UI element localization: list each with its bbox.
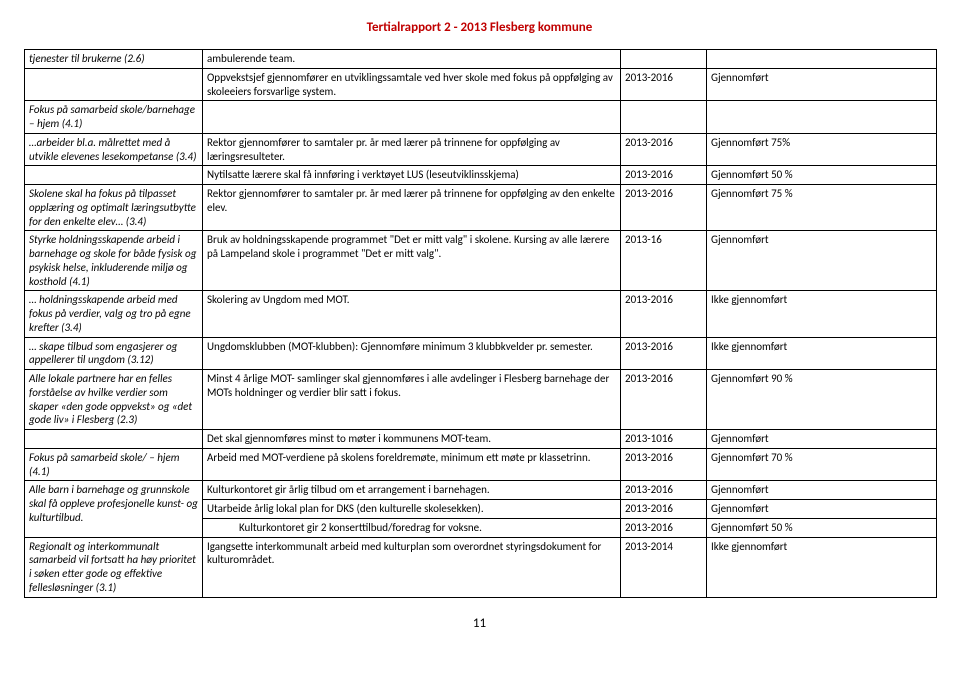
measure-cell: Fokus på samarbeid skole/ – hjem (4.1) [25,448,203,481]
table-row: Det skal gjennomføres minst to møter i k… [25,430,937,449]
description-cell: Utarbeide årlig lokal plan for DKS (den … [203,500,621,519]
status-cell [707,101,937,134]
page-number: 11 [24,616,935,631]
report-header: Tertialrapport 2 - 2013 Flesberg kommune [24,20,935,35]
period-cell: 2013-2016 [621,133,707,166]
description-cell: Skolering av Ungdom med MOT. [203,291,621,337]
description-cell: Kulturkontoret gir årlig tilbud om et ar… [203,481,621,500]
description-cell: Nytilsatte lærere skal få innføring i ve… [203,166,621,185]
report-table: tjenester til brukerne (2.6)ambulerende … [24,49,937,598]
description-cell: Bruk av holdningsskapende programmet "De… [203,231,621,291]
table-row: Nytilsatte lærere skal få innføring i ve… [25,166,937,185]
table-row: … holdningsskapende arbeid med fokus på … [25,291,937,337]
page-container: Tertialrapport 2 - 2013 Flesberg kommune… [0,0,959,641]
period-cell: 2013-2016 [621,185,707,231]
status-cell: Gjennomført 75% [707,133,937,166]
period-cell: 2013-16 [621,231,707,291]
status-cell: Gjennomført 50 % [707,166,937,185]
description-cell: Arbeid med MOT-verdiene på skolens forel… [203,448,621,481]
table-row: Oppvekstsjef gjennomfører en utviklingss… [25,68,937,101]
description-cell [203,101,621,134]
status-cell: Gjennomført [707,231,937,291]
table-row: Regionalt og interkommunalt samarbeid vi… [25,537,937,597]
period-cell [621,50,707,69]
status-cell: Gjennomført 90 % [707,370,937,430]
period-cell: 2013-2016 [621,481,707,500]
period-cell: 2013-2016 [621,68,707,101]
description-cell: Oppvekstsjef gjennomfører en utviklingss… [203,68,621,101]
description-cell: Ungdomsklubben (MOT-klubben): Gjennomfør… [203,337,621,370]
status-cell: Gjennomført 50 % [707,518,937,537]
period-cell: 2013-1016 [621,430,707,449]
status-cell: Ikke gjennomført [707,537,937,597]
measure-cell: Alle barn i barnehage og grunnskole skal… [25,481,203,537]
status-cell: Gjennomført 75 % [707,185,937,231]
measure-cell: … holdningsskapende arbeid med fokus på … [25,291,203,337]
description-cell: Rektor gjennomfører to samtaler pr. år m… [203,133,621,166]
table-row: Alle barn i barnehage og grunnskole skal… [25,481,937,500]
measure-cell: Styrke holdningsskapende arbeid i barneh… [25,231,203,291]
status-cell: Ikke gjennomført [707,337,937,370]
table-row: Fokus på samarbeid skole/ – hjem (4.1)Ar… [25,448,937,481]
measure-cell: tjenester til brukerne (2.6) [25,50,203,69]
table-row: Alle lokale partnere har en felles forst… [25,370,937,430]
measure-cell: Alle lokale partnere har en felles forst… [25,370,203,430]
status-cell: Ikke gjennomført [707,291,937,337]
measure-cell: … skape tilbud som engasjerer og appelle… [25,337,203,370]
measure-cell: Skolene skal ha fokus på tilpasset opplæ… [25,185,203,231]
description-cell: Minst 4 årlige MOT- samlinger skal gjenn… [203,370,621,430]
measure-cell [25,68,203,101]
measure-cell [25,166,203,185]
period-cell: 2013-2016 [621,518,707,537]
measure-cell: Fokus på samarbeid skole/barnehage – hje… [25,101,203,134]
measure-cell: …arbeider bl.a. målrettet med å utvikle … [25,133,203,166]
table-row: … skape tilbud som engasjerer og appelle… [25,337,937,370]
description-cell: Rektor gjennomfører to samtaler pr. år m… [203,185,621,231]
period-cell: 2013-2016 [621,448,707,481]
description-cell: ambulerende team. [203,50,621,69]
status-cell [707,50,937,69]
table-row: Styrke holdningsskapende arbeid i barneh… [25,231,937,291]
table-body: tjenester til brukerne (2.6)ambulerende … [25,50,937,598]
table-row: Fokus på samarbeid skole/barnehage – hje… [25,101,937,134]
period-cell: 2013-2016 [621,166,707,185]
measure-cell [25,430,203,449]
period-cell: 2013-2016 [621,337,707,370]
table-row: tjenester til brukerne (2.6)ambulerende … [25,50,937,69]
period-cell: 2013-2016 [621,500,707,519]
measure-cell: Regionalt og interkommunalt samarbeid vi… [25,537,203,597]
period-cell: 2013-2014 [621,537,707,597]
period-cell: 2013-2016 [621,291,707,337]
description-cell: Kulturkontoret gir 2 konserttilbud/fored… [203,518,621,537]
table-row: Skolene skal ha fokus på tilpasset opplæ… [25,185,937,231]
status-cell: Gjennomført [707,430,937,449]
description-cell: Igangsette interkommunalt arbeid med kul… [203,537,621,597]
period-cell: 2013-2016 [621,370,707,430]
status-cell: Gjennomført [707,68,937,101]
period-cell [621,101,707,134]
status-cell: Gjennomført [707,481,937,500]
status-cell: Gjennomført [707,500,937,519]
status-cell: Gjennomført 70 % [707,448,937,481]
description-cell: Det skal gjennomføres minst to møter i k… [203,430,621,449]
table-row: …arbeider bl.a. målrettet med å utvikle … [25,133,937,166]
